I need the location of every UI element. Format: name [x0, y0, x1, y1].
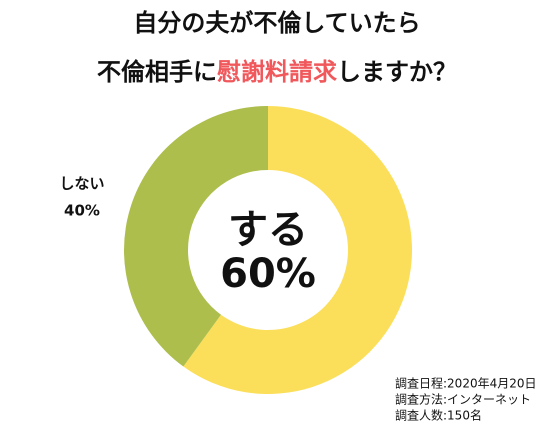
donut-slice [183, 106, 412, 394]
title-highlight: 慰謝料請求 [217, 58, 337, 86]
note: 調査方法:インターネット [395, 392, 531, 407]
chart-title: 不倫相手に慰謝料請求しますか？ [97, 58, 457, 86]
donut-slice [124, 106, 269, 367]
title-part: 不倫相手に [97, 58, 217, 86]
value-label: 40% [64, 202, 100, 220]
title-part: しますか？ [337, 58, 457, 86]
note: 調査日程:2020年4月20日 [395, 376, 537, 391]
value-label: 60% [220, 251, 316, 297]
slice-label: しない [59, 175, 104, 193]
slice-label: する [228, 207, 308, 253]
note: 調査人数:150名 [395, 408, 482, 423]
chart-title: 自分の夫が不倫していたら [133, 9, 420, 37]
